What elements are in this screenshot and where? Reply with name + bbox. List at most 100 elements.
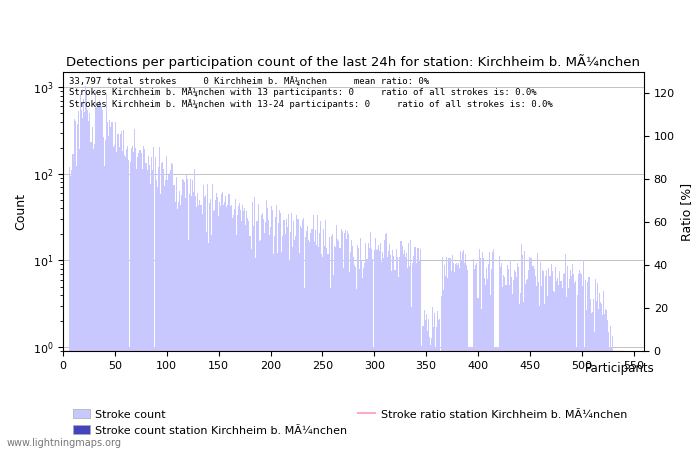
Bar bbox=[550, 276, 551, 450]
Bar bbox=[204, 195, 206, 450]
Bar bbox=[165, 180, 166, 450]
Y-axis label: Ratio [%]: Ratio [%] bbox=[680, 182, 694, 241]
Bar bbox=[71, 170, 72, 450]
Bar bbox=[92, 149, 94, 450]
Bar bbox=[79, 149, 80, 450]
Bar bbox=[110, 127, 111, 450]
Bar bbox=[545, 276, 546, 450]
Bar bbox=[335, 247, 337, 450]
Bar bbox=[480, 258, 481, 450]
Bar bbox=[180, 205, 181, 450]
Bar bbox=[477, 298, 479, 450]
Bar bbox=[301, 228, 302, 450]
Bar bbox=[325, 220, 326, 450]
Bar bbox=[80, 94, 81, 450]
Bar bbox=[322, 257, 323, 450]
Bar bbox=[549, 276, 550, 450]
Bar bbox=[340, 229, 342, 450]
Bar bbox=[172, 164, 174, 450]
Bar bbox=[507, 265, 508, 450]
Bar bbox=[262, 219, 264, 450]
Bar bbox=[75, 122, 76, 450]
Bar bbox=[492, 252, 493, 450]
Bar bbox=[88, 121, 90, 450]
Bar bbox=[82, 117, 83, 450]
Bar bbox=[128, 160, 129, 450]
Bar bbox=[271, 206, 272, 450]
Bar bbox=[589, 299, 591, 450]
Bar bbox=[333, 275, 335, 450]
Bar bbox=[445, 276, 447, 450]
Bar bbox=[133, 152, 134, 450]
Bar bbox=[355, 266, 356, 450]
Text: www.lightningmaps.org: www.lightningmaps.org bbox=[7, 438, 122, 448]
Bar bbox=[163, 169, 164, 450]
Bar bbox=[512, 294, 513, 450]
Bar bbox=[211, 235, 212, 450]
Bar bbox=[444, 265, 445, 450]
Bar bbox=[463, 250, 464, 450]
Bar bbox=[460, 251, 461, 450]
Bar bbox=[452, 255, 453, 450]
Bar bbox=[494, 347, 495, 450]
Bar bbox=[479, 249, 480, 450]
Bar bbox=[368, 248, 370, 450]
Bar bbox=[146, 170, 148, 450]
Bar bbox=[154, 347, 155, 450]
Bar bbox=[243, 211, 244, 450]
Bar bbox=[353, 257, 354, 450]
Bar bbox=[76, 166, 77, 450]
Bar bbox=[314, 230, 316, 450]
Bar bbox=[471, 347, 472, 450]
Bar bbox=[442, 257, 443, 450]
Bar bbox=[583, 260, 584, 450]
Bar bbox=[467, 270, 468, 450]
Bar bbox=[500, 267, 501, 450]
Bar bbox=[389, 244, 391, 450]
Bar bbox=[441, 296, 442, 450]
Bar bbox=[219, 202, 220, 450]
Bar bbox=[605, 309, 606, 450]
Bar bbox=[470, 347, 471, 450]
Bar bbox=[363, 268, 365, 450]
Bar bbox=[213, 212, 214, 450]
Bar bbox=[359, 269, 360, 450]
Bar bbox=[358, 248, 359, 450]
Bar bbox=[153, 147, 154, 450]
Bar bbox=[274, 236, 275, 450]
Bar bbox=[166, 156, 167, 450]
Bar bbox=[428, 337, 430, 450]
Bar bbox=[300, 226, 301, 450]
Bar bbox=[339, 241, 340, 450]
Bar bbox=[556, 281, 557, 450]
Bar bbox=[566, 297, 567, 450]
Bar bbox=[482, 252, 483, 450]
Bar bbox=[491, 269, 492, 450]
Bar bbox=[83, 99, 84, 450]
Bar bbox=[571, 276, 572, 450]
Bar bbox=[496, 347, 497, 450]
Bar bbox=[581, 274, 582, 450]
Y-axis label: Count: Count bbox=[14, 193, 27, 230]
Bar bbox=[486, 279, 488, 450]
Bar bbox=[520, 293, 521, 450]
Bar bbox=[425, 320, 426, 450]
Bar bbox=[378, 245, 379, 450]
Bar bbox=[293, 221, 294, 450]
Bar bbox=[582, 286, 583, 450]
Bar bbox=[395, 249, 397, 450]
Bar bbox=[499, 256, 500, 450]
Bar bbox=[265, 222, 266, 450]
Bar bbox=[587, 282, 589, 450]
Bar bbox=[374, 238, 376, 450]
Bar bbox=[410, 240, 411, 450]
Bar bbox=[242, 205, 243, 450]
Bar bbox=[607, 320, 608, 450]
Bar bbox=[458, 268, 460, 450]
Bar bbox=[209, 203, 210, 450]
Bar bbox=[86, 94, 88, 450]
Bar bbox=[609, 347, 610, 450]
Bar bbox=[199, 200, 200, 450]
Bar bbox=[260, 215, 262, 450]
Bar bbox=[312, 215, 314, 450]
